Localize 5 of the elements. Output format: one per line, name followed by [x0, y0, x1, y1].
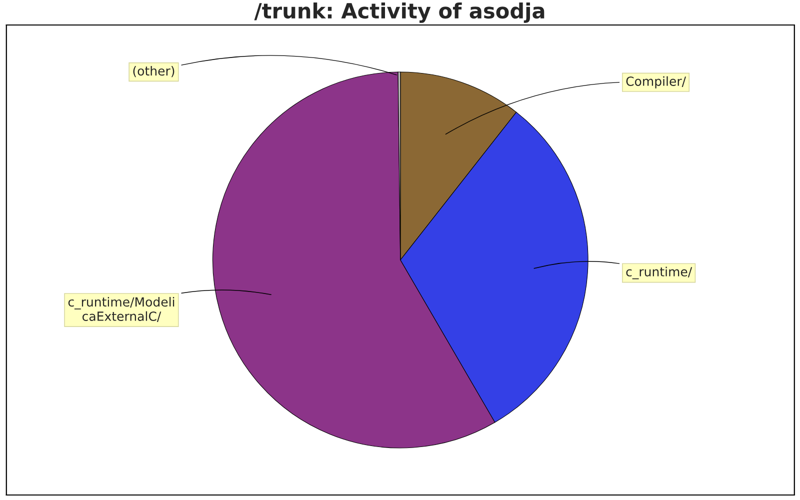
chart-title: /trunk: Activity of asodja: [254, 2, 544, 23]
slice-label: Compiler/: [626, 76, 686, 88]
slice-label: c_runtime/Modeli caExternalC/: [68, 296, 174, 322]
slice-label: (other): [133, 66, 174, 78]
slice-label: c_runtime/: [626, 266, 692, 280]
